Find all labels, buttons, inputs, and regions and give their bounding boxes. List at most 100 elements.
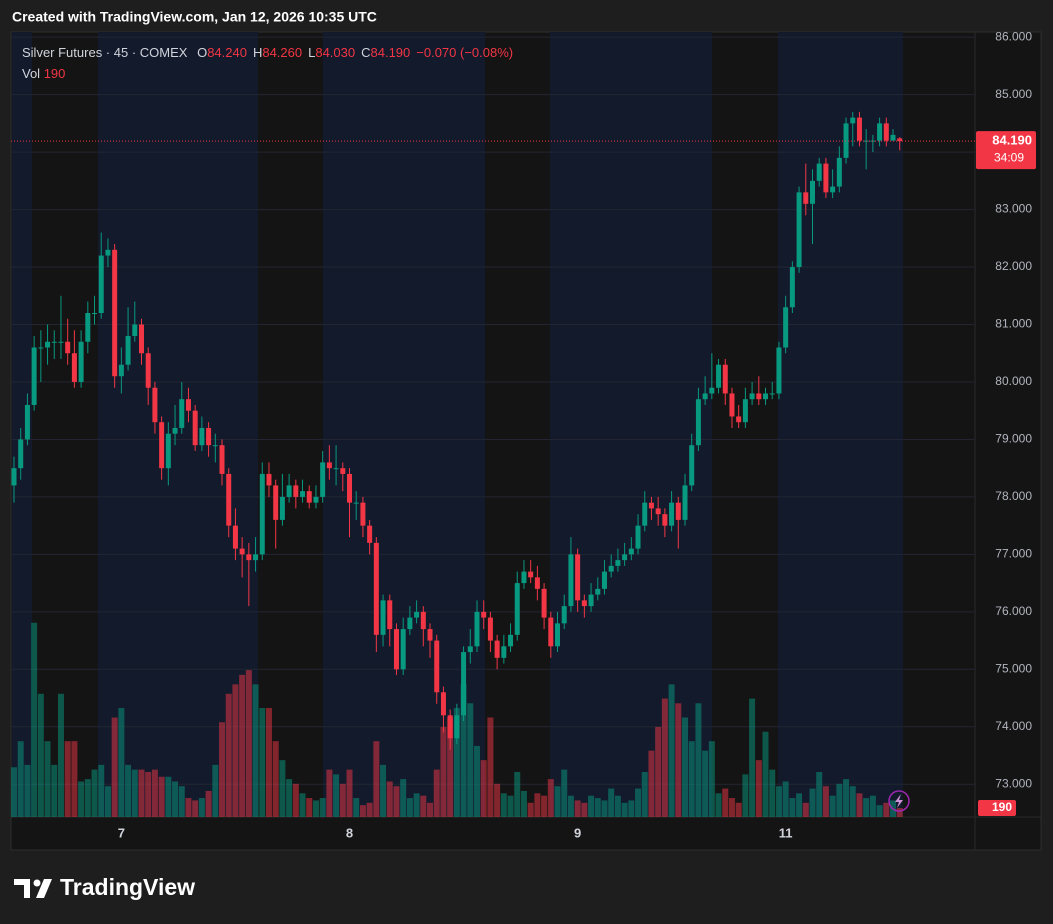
- volume-bar: [635, 788, 642, 817]
- axes: 86.00085.00084.00083.00082.00081.00080.0…: [11, 29, 1036, 840]
- session-band: [98, 32, 258, 817]
- candle-body: [273, 485, 279, 520]
- volume-bar: [225, 693, 232, 817]
- candle-body: [400, 629, 406, 670]
- candle-body: [65, 341, 71, 354]
- volume-bar: [876, 805, 883, 817]
- candle-body: [809, 180, 815, 204]
- volume-bar: [749, 698, 756, 817]
- volume-bar: [239, 674, 246, 817]
- candle-body: [226, 473, 232, 526]
- candle-body: [783, 307, 789, 348]
- candle-body: [447, 715, 453, 739]
- alert-circle[interactable]: [888, 790, 910, 812]
- volume-bar: [165, 776, 172, 817]
- candle-body: [669, 502, 675, 526]
- volume-bar: [359, 805, 366, 817]
- y-tick-label: 82.000: [995, 259, 1032, 273]
- volume-bar: [24, 764, 31, 817]
- candle-body: [508, 634, 514, 647]
- legend-change: −0.070 (−0.08%): [416, 45, 514, 60]
- volume-bar: [655, 726, 662, 817]
- candle-body: [843, 123, 849, 158]
- candle-body: [387, 600, 393, 630]
- candle-body: [266, 473, 272, 486]
- volume-bar: [494, 783, 501, 817]
- volume-bar: [447, 717, 454, 817]
- volume-bar: [735, 802, 742, 817]
- legend-key: O: [197, 45, 208, 60]
- candle-body: [662, 514, 668, 526]
- candle-body: [172, 427, 178, 434]
- alert-icon[interactable]: [888, 790, 910, 812]
- volume-bar: [567, 795, 574, 817]
- candle-body: [648, 502, 654, 509]
- candle-body: [333, 468, 339, 470]
- volume-bar: [192, 800, 199, 817]
- candle-body: [890, 134, 896, 141]
- volume-bar: [104, 786, 111, 817]
- volume-bar: [393, 786, 400, 817]
- candle-body: [561, 606, 567, 624]
- volume-bar: [581, 802, 588, 817]
- candle-body: [253, 554, 259, 561]
- candle-body: [521, 571, 527, 584]
- volume-bar: [406, 798, 413, 817]
- candle-body: [763, 393, 769, 400]
- candle-body: [695, 399, 701, 446]
- volume-bar: [420, 795, 427, 817]
- session-bands: [12, 32, 903, 817]
- candle-body: [313, 496, 319, 503]
- volume-bar: [668, 684, 675, 817]
- legend-symbol: Silver Futures · 45 · COMEX: [22, 45, 188, 60]
- volume-bar: [219, 722, 226, 817]
- volume-bar: [769, 769, 776, 817]
- volume-bar: [856, 793, 863, 817]
- session-band: [323, 32, 485, 817]
- candle-body: [877, 123, 883, 141]
- volume-bar: [453, 708, 460, 817]
- x-tick-label: 7: [118, 825, 125, 840]
- session-band: [778, 32, 903, 817]
- volume-bar: [849, 786, 856, 817]
- volume-bar: [621, 802, 628, 817]
- volume-bar: [265, 708, 272, 817]
- legend-value: 84.190: [370, 45, 411, 60]
- candle-body: [407, 617, 413, 630]
- legend-key: H: [252, 45, 263, 60]
- volume-bar: [843, 779, 850, 817]
- volume-bar: [728, 798, 735, 817]
- candle-body: [528, 571, 534, 578]
- volume-bar: [319, 798, 326, 817]
- volume-bar: [131, 769, 138, 817]
- y-tick-label: 79.000: [995, 432, 1032, 446]
- volume-bar: [601, 800, 608, 817]
- candle-body: [776, 347, 782, 394]
- y-tick-label: 75.000: [995, 661, 1032, 675]
- legend-value: 84.260: [262, 45, 303, 60]
- logo-mark: [14, 879, 30, 898]
- candle-body: [796, 192, 802, 268]
- candle-body: [353, 502, 359, 504]
- volume-bar: [31, 622, 38, 817]
- candle-body: [38, 347, 44, 349]
- volume-bar: [71, 741, 78, 817]
- candle-body: [729, 393, 735, 417]
- candle-body: [152, 387, 158, 423]
- y-tick-label: 77.000: [995, 547, 1032, 561]
- volume-bar: [715, 793, 722, 817]
- candle-body: [373, 542, 379, 635]
- volume-bar: [682, 717, 688, 817]
- candle-body: [749, 393, 755, 400]
- y-tick-label: 76.000: [995, 604, 1032, 618]
- candle-body: [595, 588, 601, 595]
- y-tick-label: 81.000: [995, 317, 1032, 331]
- volume-bar: [896, 807, 903, 817]
- y-tick-label: 85.000: [995, 87, 1032, 101]
- volume-bar: [299, 793, 306, 817]
- volume-bar: [554, 786, 561, 817]
- candle-body: [246, 554, 252, 561]
- volume-bar: [534, 793, 541, 817]
